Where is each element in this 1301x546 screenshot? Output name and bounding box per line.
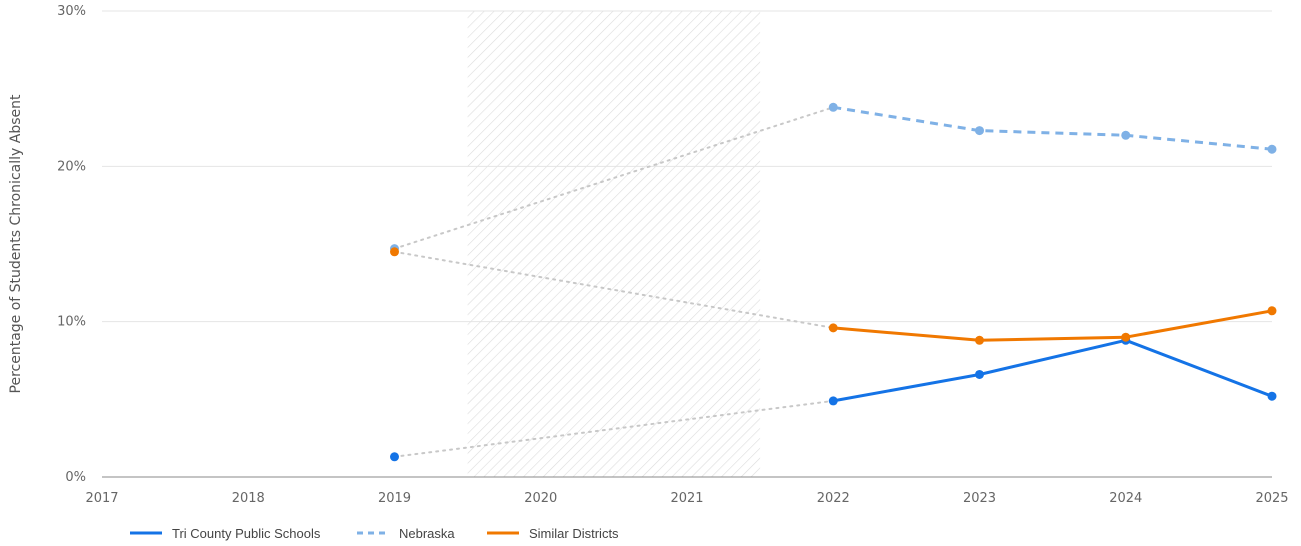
data-point — [1267, 391, 1277, 401]
gap-connector — [393, 106, 835, 250]
series-line — [833, 309, 1273, 342]
gap-connector — [393, 250, 835, 329]
data-point — [975, 369, 984, 379]
x-tick-label: 2018 — [232, 491, 265, 506]
series-line — [833, 105, 1273, 151]
legend-label: Tri County Public Schools — [172, 526, 321, 541]
x-tick-label: 2020 — [524, 491, 557, 506]
x-tick-label: 2022 — [817, 491, 850, 506]
x-tick-label: 2025 — [1255, 491, 1288, 506]
y-tick-label: 30% — [57, 4, 86, 19]
data-point — [828, 323, 838, 333]
data-point — [828, 102, 838, 112]
data-point — [1121, 332, 1131, 342]
data-point — [828, 396, 838, 406]
data-point — [975, 126, 984, 136]
data-point — [390, 452, 399, 462]
legend-label: Similar Districts — [529, 526, 619, 541]
series-line — [832, 338, 1273, 403]
legend-label: Nebraska — [399, 526, 455, 541]
x-tick-label: 2017 — [85, 491, 118, 506]
x-tick-label: 2023 — [963, 491, 996, 506]
data-point — [1267, 306, 1277, 316]
x-tick-label: 2019 — [378, 491, 411, 506]
y-tick-label: 20% — [57, 159, 86, 174]
data-point — [975, 335, 984, 345]
data-point — [1267, 144, 1277, 154]
data-point — [1121, 130, 1131, 140]
y-tick-label: 10% — [57, 315, 86, 330]
x-tick-label: 2021 — [670, 491, 703, 506]
shaded-period — [467, 11, 761, 477]
x-tick-label: 2024 — [1109, 491, 1142, 506]
y-tick-label: 0% — [65, 470, 86, 485]
y-axis-title: Percentage of Students Chronically Absen… — [8, 94, 24, 393]
data-point — [390, 247, 399, 257]
